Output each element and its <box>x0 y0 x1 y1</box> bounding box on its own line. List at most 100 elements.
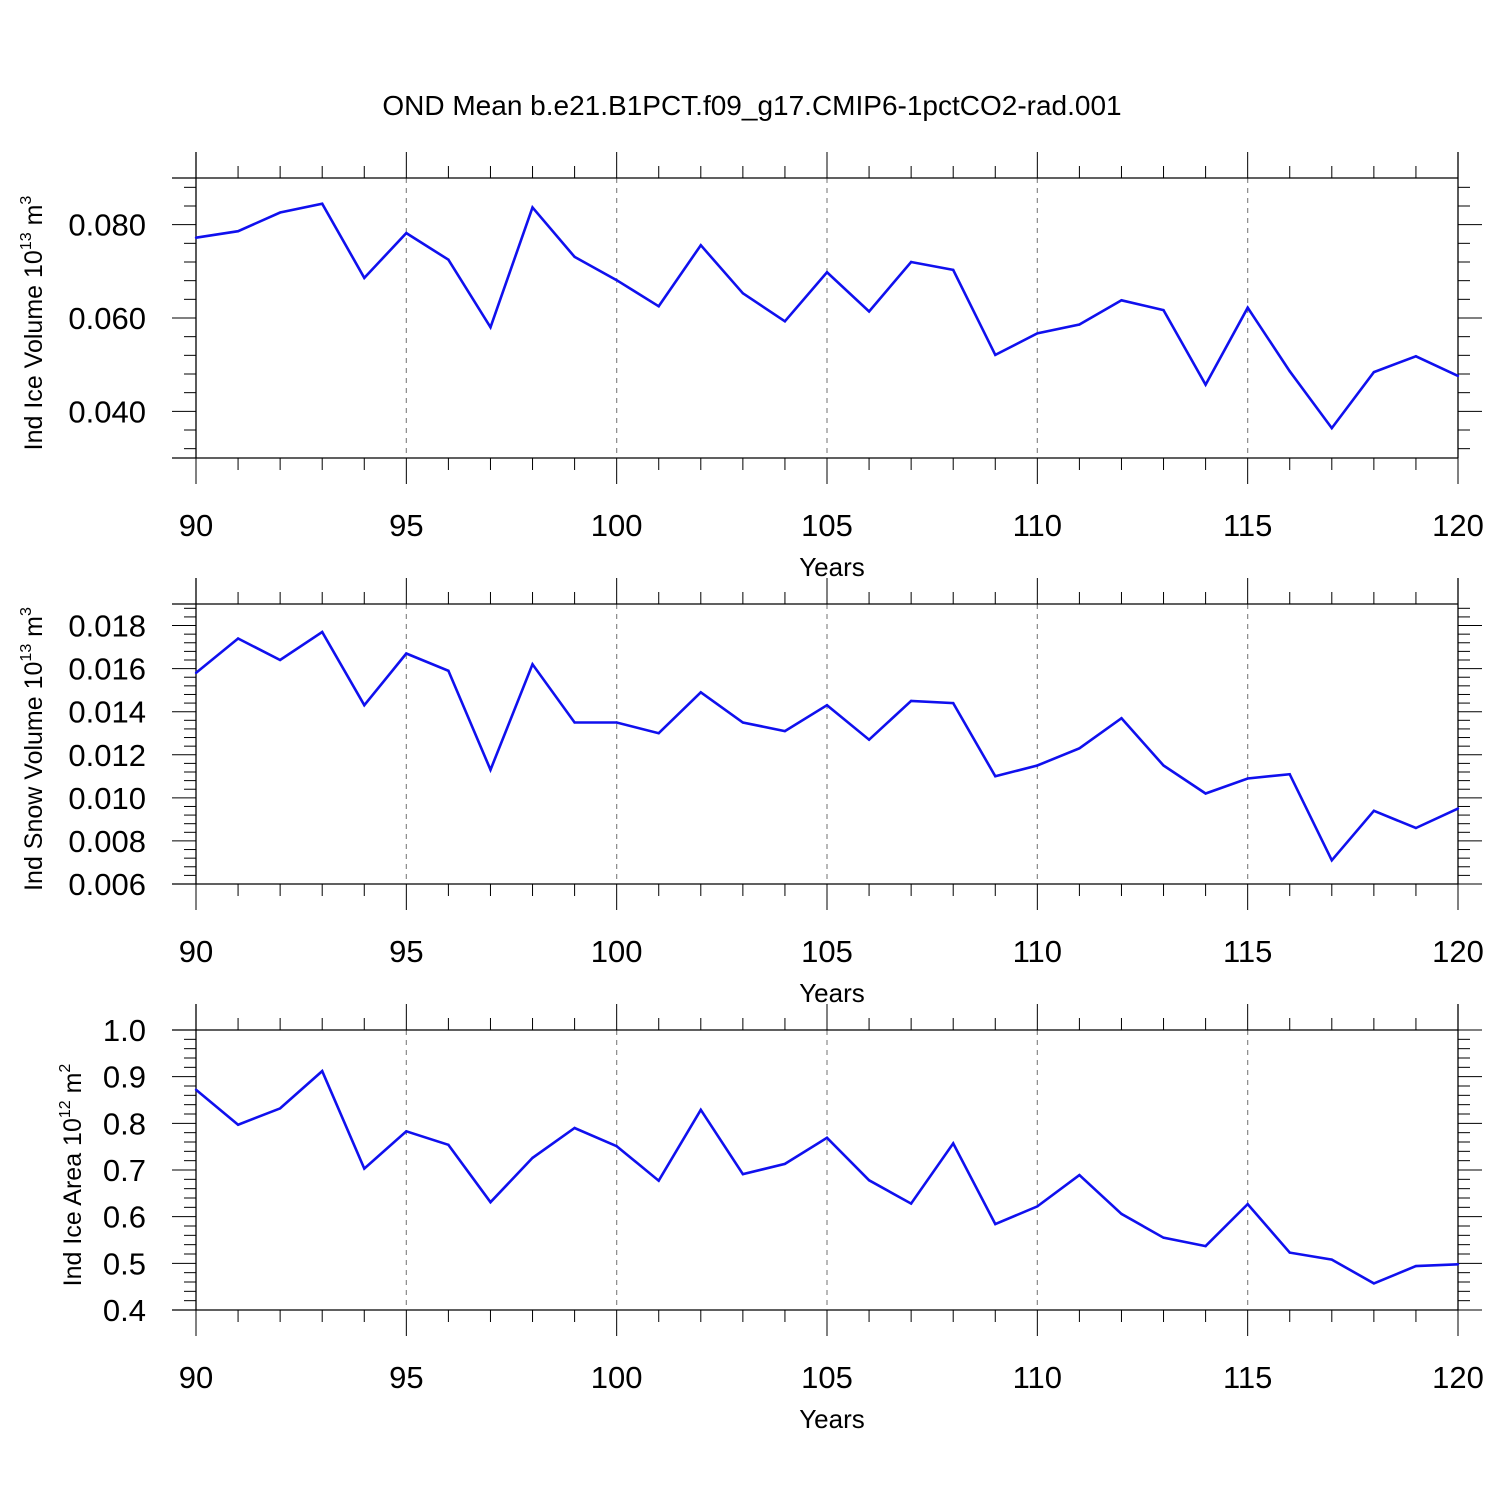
y-axis-label-part: m <box>59 1073 87 1101</box>
x-tick-label: 110 <box>1013 1360 1062 1395</box>
data-point <box>531 1156 534 1160</box>
y-tick-label: 0.010 <box>68 781 146 816</box>
y-tick-label: 0.006 <box>68 867 146 902</box>
data-point <box>909 1202 913 1205</box>
data-point <box>1246 1202 1249 1206</box>
data-point <box>1120 716 1123 720</box>
data-point <box>278 211 282 214</box>
data-point <box>952 268 955 272</box>
data-point <box>489 326 492 329</box>
x-tick-label: 120 <box>1432 508 1484 543</box>
data-point <box>615 1145 618 1148</box>
data-point <box>1414 826 1418 830</box>
data-point <box>405 231 408 235</box>
y-axis-label: Ind Ice Volume 1013 m3 <box>18 196 48 451</box>
data-point <box>783 320 787 323</box>
data-point <box>1456 807 1460 810</box>
data-point <box>657 1179 660 1182</box>
y-axis-label-part: 3 <box>18 196 35 205</box>
data-point <box>1246 777 1249 780</box>
x-tick-label: 95 <box>389 508 423 543</box>
data-point <box>825 1136 829 1140</box>
x-tick-label: 100 <box>591 934 643 969</box>
data-point <box>321 1069 324 1073</box>
x-tick-label: 95 <box>389 1360 423 1395</box>
data-point <box>1036 332 1039 335</box>
panel-3: 90 95 100 105 110 115 120 Years 0.4 0.5 0.6 0.7 0.8 0… <box>57 1004 1484 1434</box>
y-axis-label-part: Ind Ice Area 10 <box>59 1118 87 1286</box>
y-tick-label: 0.6 <box>103 1200 146 1235</box>
data-point <box>825 271 829 274</box>
data-point <box>363 1167 366 1170</box>
data-point <box>1372 809 1376 812</box>
data-point <box>1330 859 1334 862</box>
y-axis-label-part: m <box>20 616 48 644</box>
data-point <box>321 202 324 205</box>
x-tick-label: 120 <box>1432 934 1484 969</box>
data-point <box>1036 1205 1039 1208</box>
data-point <box>573 1126 576 1130</box>
x-axis-label: Years <box>799 1404 865 1434</box>
x-tick-label: 110 <box>1013 934 1062 969</box>
y-axis-label-part: Ind Snow Volume 10 <box>20 662 48 891</box>
data-point <box>363 276 366 280</box>
y-tick-label: 0.008 <box>68 824 146 859</box>
y-tick-label: 0.5 <box>103 1246 146 1281</box>
y-axis-label-part: m <box>20 205 48 233</box>
data-point <box>741 721 745 724</box>
data-point <box>278 658 282 662</box>
data-point <box>321 630 324 634</box>
data-point <box>1036 764 1039 767</box>
data-point <box>867 738 871 741</box>
data-point <box>489 768 492 772</box>
panels: 90 95 100 105 110 115 120 Years 0.040 0.060 0.080 I… <box>18 152 1484 1434</box>
data-point <box>741 1173 745 1176</box>
y-tick-label: 0.080 <box>68 208 146 243</box>
data-point <box>1330 1258 1334 1261</box>
data-point <box>1288 370 1291 373</box>
y-tick-label: 0.016 <box>68 652 146 687</box>
x-tick-label: 120 <box>1432 1360 1484 1395</box>
data-point <box>657 732 660 735</box>
x-tick-label: 90 <box>179 508 213 543</box>
data-point <box>1372 1282 1376 1285</box>
data-point <box>194 1088 198 1091</box>
data-point <box>909 699 913 703</box>
data-point <box>699 691 702 694</box>
data-point <box>615 279 618 282</box>
data-point <box>1204 383 1207 386</box>
data-point <box>783 729 787 733</box>
y-tick-label: 0.9 <box>103 1060 146 1095</box>
panel-2: 90 95 100 105 110 115 120 Years 0.006 0.008 0.010 0… <box>18 578 1484 1008</box>
data-point <box>783 1162 787 1166</box>
data-point <box>1204 1244 1207 1248</box>
data-point <box>1120 299 1123 302</box>
y-axis-label-part: 13 <box>18 232 35 250</box>
data-point <box>1414 1264 1418 1268</box>
x-tick-label: 110 <box>1013 508 1062 543</box>
data-point <box>236 637 240 640</box>
x-tick-label: 115 <box>1223 1360 1272 1395</box>
figure-title: OND Mean b.e21.B1PCT.f09_g17.CMIP6-1pctC… <box>382 90 1121 121</box>
data-point <box>236 1123 240 1126</box>
data-point <box>994 775 997 778</box>
data-point <box>531 663 534 666</box>
data-point <box>1204 792 1207 795</box>
data-point <box>447 669 450 672</box>
data-point <box>447 258 450 261</box>
y-tick-label: 0.7 <box>103 1153 146 1188</box>
data-point <box>1456 1263 1460 1266</box>
data-point <box>1372 370 1376 374</box>
x-axis-label: Years <box>799 552 865 582</box>
y-tick-label: 0.8 <box>103 1106 146 1141</box>
panel-1: 90 95 100 105 110 115 120 Years 0.040 0.060 0.080 I… <box>18 152 1484 582</box>
data-point <box>699 1108 702 1112</box>
data-point <box>447 1143 450 1147</box>
y-axis-label-part: 12 <box>57 1100 74 1118</box>
data-point <box>531 206 534 209</box>
y-axis-label-part: 2 <box>57 1064 74 1073</box>
data-point <box>1120 1212 1123 1216</box>
data-point <box>194 236 198 239</box>
